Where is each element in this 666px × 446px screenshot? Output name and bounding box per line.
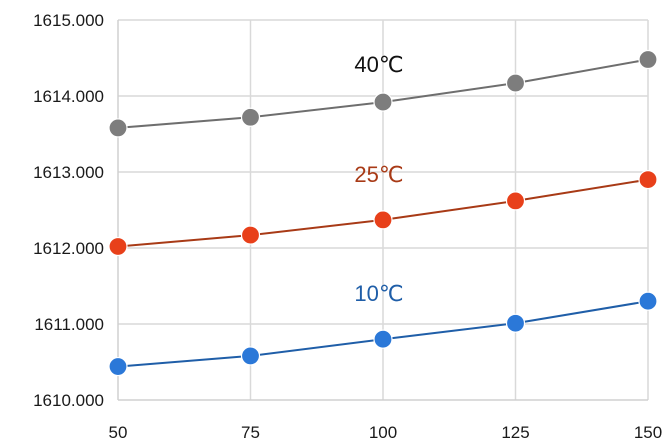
data-point <box>373 329 393 349</box>
grid-lines <box>118 19 649 400</box>
data-point <box>638 291 658 311</box>
x-tick-label: 100 <box>369 423 397 442</box>
data-point <box>638 170 658 190</box>
data-point <box>373 92 393 112</box>
data-point <box>108 236 128 257</box>
data-point <box>373 210 393 230</box>
y-tick-label: 1613.000 <box>33 163 104 182</box>
series-labels: 40℃ 25℃ 10℃ <box>354 52 403 306</box>
data-point <box>240 107 261 127</box>
axes <box>117 20 648 401</box>
data-point <box>505 313 526 333</box>
data-point <box>505 73 526 93</box>
series <box>108 49 658 377</box>
y-tick-label: 1615.000 <box>33 11 104 30</box>
data-point <box>638 49 658 70</box>
data-point <box>108 356 128 377</box>
x-tick-labels: 50 75 100 125 150 <box>109 423 663 442</box>
y-tick-labels: 1610.000 1611.000 1612.000 1613.000 1614.000… <box>33 11 104 410</box>
data-point <box>505 191 526 211</box>
x-tick-label: 75 <box>241 423 260 442</box>
data-point <box>240 346 261 366</box>
x-tick-label: 150 <box>634 423 662 442</box>
y-tick-label: 1612.000 <box>33 239 104 258</box>
y-tick-label: 1614.000 <box>33 87 104 106</box>
y-tick-label: 1611.000 <box>34 315 104 334</box>
x-tick-label: 125 <box>501 423 529 442</box>
series-label: 10℃ <box>354 281 403 306</box>
y-tick-label: 1610.000 <box>33 391 104 410</box>
x-tick-label: 50 <box>109 423 128 442</box>
data-point <box>108 118 128 138</box>
series-label: 25℃ <box>354 162 403 187</box>
series-label: 40℃ <box>354 52 403 77</box>
data-point <box>240 225 261 245</box>
